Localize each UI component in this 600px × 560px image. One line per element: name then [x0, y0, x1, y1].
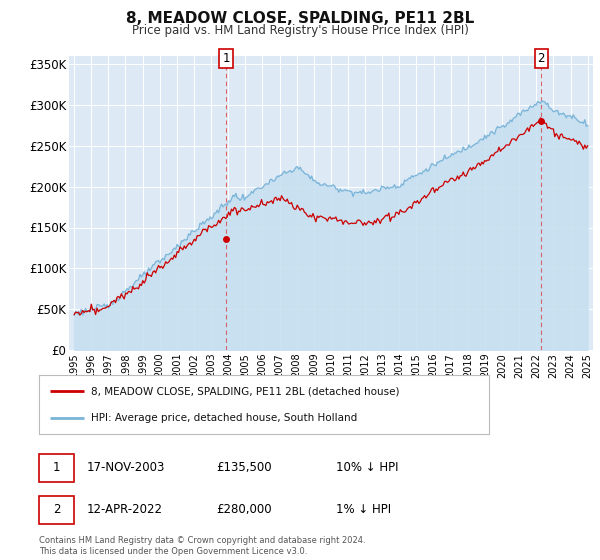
- Text: £280,000: £280,000: [216, 503, 272, 516]
- Text: £135,500: £135,500: [216, 461, 272, 474]
- Text: Price paid vs. HM Land Registry's House Price Index (HPI): Price paid vs. HM Land Registry's House …: [131, 24, 469, 36]
- Text: HPI: Average price, detached house, South Holland: HPI: Average price, detached house, Sout…: [91, 413, 357, 423]
- Text: 12-APR-2022: 12-APR-2022: [87, 503, 163, 516]
- Text: Contains HM Land Registry data © Crown copyright and database right 2024.
This d: Contains HM Land Registry data © Crown c…: [39, 536, 365, 556]
- Text: 2: 2: [538, 52, 545, 65]
- Text: 8, MEADOW CLOSE, SPALDING, PE11 2BL: 8, MEADOW CLOSE, SPALDING, PE11 2BL: [126, 11, 474, 26]
- Text: 17-NOV-2003: 17-NOV-2003: [87, 461, 166, 474]
- Text: 10% ↓ HPI: 10% ↓ HPI: [336, 461, 398, 474]
- Text: 2: 2: [53, 503, 60, 516]
- Text: 8, MEADOW CLOSE, SPALDING, PE11 2BL (detached house): 8, MEADOW CLOSE, SPALDING, PE11 2BL (det…: [91, 386, 399, 396]
- Text: 1: 1: [223, 52, 230, 65]
- Text: 1: 1: [53, 461, 60, 474]
- Text: 1% ↓ HPI: 1% ↓ HPI: [336, 503, 391, 516]
